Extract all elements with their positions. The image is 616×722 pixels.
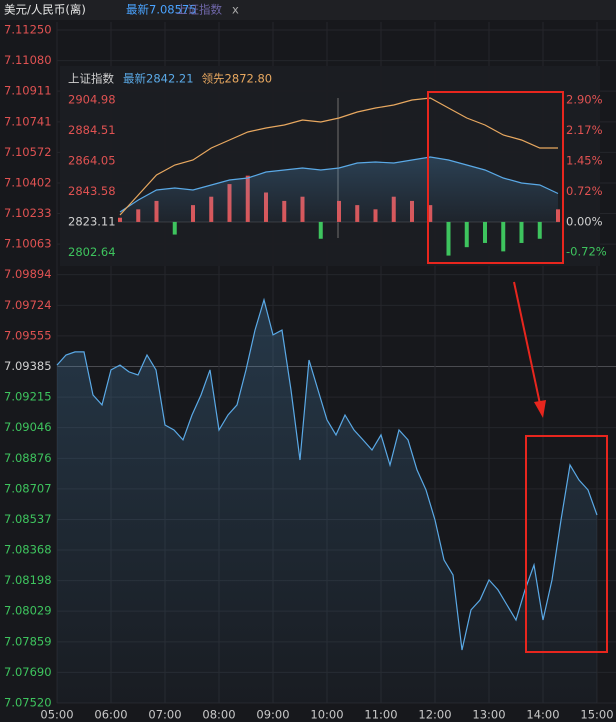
highlight-box	[525, 435, 608, 653]
y-tick-label: 7.08198	[4, 573, 52, 587]
x-tick-label: 08:00	[202, 708, 235, 722]
y-tick-label: 7.10741	[4, 114, 52, 128]
legend-entry: 领先2872.80	[202, 72, 273, 86]
bar	[446, 221, 451, 256]
x-tick-label: 11:00	[364, 708, 397, 722]
y-tick-label: 7.07690	[4, 665, 52, 679]
bar	[464, 221, 469, 248]
y-tick-label: 7.09894	[4, 267, 52, 281]
y-tick-label: 2843.58	[68, 184, 116, 198]
y-tick-label: 7.09385	[4, 359, 52, 373]
y-tick-label: 7.09215	[4, 390, 52, 404]
y2-tick-label: 2.17%	[566, 123, 603, 137]
bar	[172, 221, 177, 235]
y-tick-label: 7.09555	[4, 328, 52, 342]
line-area	[120, 157, 558, 222]
y-tick-label: 7.10233	[4, 206, 52, 220]
y2-tick-label: 0.00%	[566, 214, 603, 228]
bar	[537, 221, 542, 239]
y-tick-label: 7.08029	[4, 604, 52, 618]
index-line	[119, 97, 558, 216]
y-tick-label: 2904.98	[68, 93, 116, 107]
inset-background	[60, 66, 600, 266]
main-chart: 7.11250 7.11080 7.10911 7.10741 7.10572 7.104…	[4, 22, 616, 722]
x-tick-label: 15:00	[580, 708, 613, 722]
y2-tick-label: 2.90%	[566, 92, 603, 106]
x-tick-label: 12:00	[418, 708, 451, 722]
symbol: 美元/人民币(离)	[4, 3, 86, 17]
inset-title: 上证指数	[68, 72, 114, 86]
header-bar	[0, 0, 616, 20]
y-tick-label: 2823.11	[68, 214, 116, 228]
bar	[318, 221, 323, 239]
annotations	[427, 91, 608, 653]
y-tick-label: 7.08707	[4, 481, 52, 495]
x-tick-label: 14:00	[526, 708, 559, 722]
y-tick-label: 7.08368	[4, 542, 52, 556]
x-tick-label: 10:00	[310, 708, 343, 722]
x-tick-label: 05:00	[40, 708, 73, 722]
inset-chart: 上证指数 最新2842.21 领先2872.80 2904.98 2884.51 2864…	[60, 66, 607, 266]
bar	[519, 221, 524, 243]
highlight-box	[427, 91, 564, 264]
y2-tick-label: 1.45%	[566, 153, 603, 167]
y-tick-label: 7.08876	[4, 451, 52, 465]
x-tick-label: 06:00	[94, 708, 127, 722]
x-tick-label: 09:00	[256, 708, 289, 722]
y-tick-label: 2884.51	[68, 123, 116, 137]
y-tick-label: 7.11250	[4, 23, 52, 37]
legend-entry: 最新2842.21	[123, 72, 194, 86]
latest-price: 最新7.08575	[126, 3, 197, 17]
y-tick-label: 7.09046	[4, 420, 52, 434]
y2-tick-label: 0.72%	[566, 184, 603, 198]
y-tick-label: 2802.64	[68, 245, 116, 259]
y-tick-label: 7.07520	[4, 696, 52, 710]
y-tick-label: 7.08537	[4, 512, 52, 526]
x-tick-label: 07:00	[148, 708, 181, 722]
price-line	[56, 297, 598, 651]
y-tick-label: 7.09724	[4, 298, 52, 312]
y-tick-label: 7.10063	[4, 237, 52, 251]
bar	[501, 221, 506, 252]
y-tick-label: 7.07859	[4, 634, 52, 648]
line-area	[57, 299, 597, 703]
y-tick-label: 7.11080	[4, 53, 52, 67]
bar	[483, 221, 487, 243]
index-line	[119, 156, 559, 213]
overlay-name[interactable]: 上证指数	[176, 3, 222, 17]
y-tick-label: 2864.05	[68, 153, 116, 167]
y2-tick-label: -0.72%	[566, 245, 607, 259]
close-button[interactable]: x	[232, 3, 239, 17]
y-tick-label: 7.10911	[4, 84, 52, 98]
x-tick-label: 13:00	[472, 708, 505, 722]
y-tick-label: 7.10402	[4, 176, 52, 190]
arrow-shaft	[513, 281, 541, 405]
arrow-head	[534, 400, 546, 418]
y-tick-label: 7.10572	[4, 145, 52, 159]
